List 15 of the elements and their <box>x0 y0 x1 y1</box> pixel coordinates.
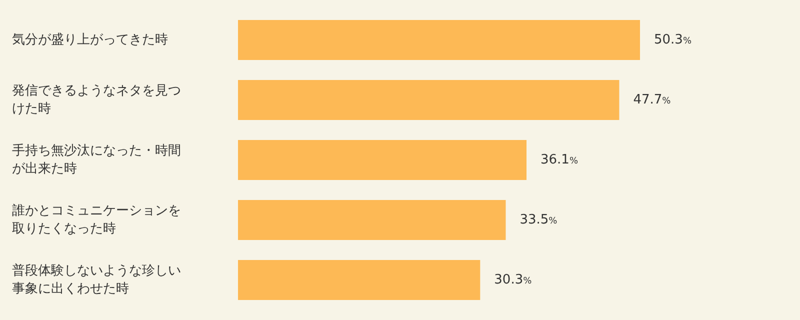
y-tick-label: 普段体験しないような珍しい事象に出くわせた時 <box>12 262 181 296</box>
y-tick-label: 誰かとコミュニケーションを取りたくなった時 <box>12 204 181 236</box>
bar <box>238 80 620 120</box>
bar <box>238 200 506 240</box>
data-label: 33.5% <box>520 212 558 228</box>
bar <box>238 260 480 300</box>
bar <box>238 140 527 180</box>
bar <box>238 20 640 60</box>
data-label: 50.3% <box>654 32 692 48</box>
data-label: 36.1% <box>540 152 578 168</box>
data-label: 47.7% <box>633 92 672 108</box>
y-tick-label: 気分が盛り上がってきた時 <box>12 32 168 48</box>
data-label: 30.3% <box>494 272 532 288</box>
y-tick-label: 手持ち無沙汰になった・時間が出来た時 <box>12 144 181 176</box>
y-tick-label: 発信できるようなネタを見つけた時 <box>12 84 181 116</box>
